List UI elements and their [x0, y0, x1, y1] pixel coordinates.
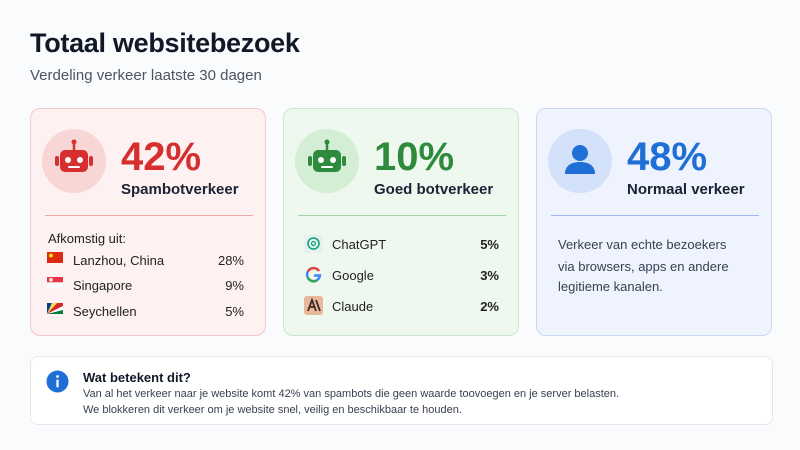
- bot-value: 2%: [480, 299, 499, 314]
- origin-value: 28%: [217, 253, 244, 268]
- robot-svg: [308, 139, 346, 172]
- person-icon: [548, 129, 612, 193]
- info-icon: [46, 370, 69, 393]
- page-title: Totaal websitebezoek: [30, 28, 300, 58]
- bot-name: ChatGPT: [332, 237, 387, 252]
- spam-card: 42% Spambotverkeer Afkomstig uit: Lanzho…: [30, 108, 266, 336]
- divider: [45, 215, 253, 216]
- robot-icon: [295, 129, 359, 193]
- origin-name: Lanzhou, China: [73, 253, 165, 268]
- description-line: Verkeer van echte bezoekers: [558, 237, 727, 252]
- percentage: 48%: [627, 135, 708, 179]
- description-line: legitieme kanalen.: [558, 279, 663, 294]
- card-label: Spambotverkeer: [121, 181, 239, 198]
- bot-name: Claude: [332, 299, 374, 314]
- card-label: Goed botverkeer: [374, 181, 494, 198]
- percentage: 42%: [121, 135, 202, 179]
- chatgpt-logo: [304, 234, 323, 253]
- flag-seychelles: [47, 303, 63, 314]
- info-title: Wat betekent dit?: [83, 370, 191, 385]
- description-line: via browsers, apps en andere: [558, 259, 729, 274]
- divider: [551, 215, 759, 216]
- bot-value: 3%: [480, 268, 499, 283]
- robot-svg: [55, 139, 93, 172]
- list-title: Afkomstig uit:: [48, 231, 127, 246]
- origin-value: 9%: [225, 278, 244, 293]
- card-label: Normaal verkeer: [627, 181, 745, 198]
- bot-value: 5%: [480, 237, 499, 252]
- percentage: 10%: [374, 135, 455, 179]
- google-logo: [305, 266, 322, 283]
- good-bot-card: 10% Goed botverkeer ChatGPT 5% Google 3%…: [283, 108, 519, 336]
- origin-name: Seychellen: [73, 304, 137, 319]
- flag-china: [47, 252, 63, 263]
- origin-value: 5%: [225, 304, 244, 319]
- flag-singapore: [47, 277, 63, 288]
- page-subtitle: Verdeling verkeer laatste 30 dagen: [30, 67, 262, 84]
- person-svg: [565, 145, 595, 174]
- bot-name: Google: [332, 268, 374, 283]
- origin-name: Singapore: [73, 278, 133, 293]
- divider: [298, 215, 506, 216]
- normal-card: 48% Normaal verkeer Verkeer van echte be…: [536, 108, 772, 336]
- robot-icon: [42, 129, 106, 193]
- info-line: We blokkeren dit verkeer om je website s…: [83, 404, 462, 416]
- claude-logo: [304, 296, 323, 315]
- info-box: Wat betekent dit? Van al het verkeer naa…: [30, 356, 773, 425]
- info-line: Van al het verkeer naar je website komt …: [83, 388, 620, 400]
